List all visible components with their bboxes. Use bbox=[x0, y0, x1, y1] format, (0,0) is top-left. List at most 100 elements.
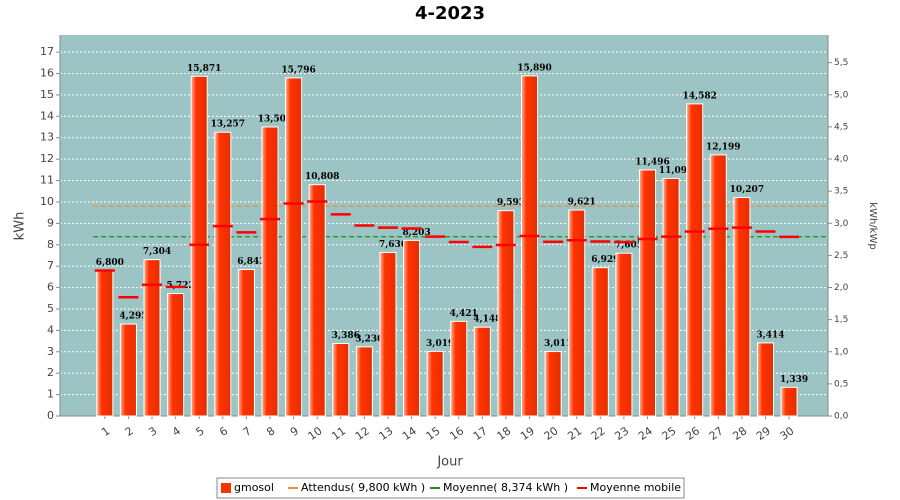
y2-tick-label: 1,5 bbox=[834, 315, 848, 325]
y2-tick-label: 1,0 bbox=[834, 347, 849, 357]
y-tick-label: 1 bbox=[47, 388, 54, 401]
legend bbox=[216, 477, 685, 499]
y2-tick-label: 3,5 bbox=[834, 187, 848, 197]
value-label: 3,019 bbox=[426, 339, 454, 349]
y2-tick-label: 3,0 bbox=[834, 219, 849, 229]
value-label: 8,203 bbox=[402, 228, 430, 238]
y2-tick-label: 5,5 bbox=[834, 58, 848, 68]
value-label: 12,199 bbox=[706, 142, 740, 152]
y-tick-label: 12 bbox=[40, 152, 54, 165]
bar bbox=[119, 323, 137, 417]
value-label: 13,257 bbox=[211, 120, 245, 130]
bar bbox=[403, 239, 421, 417]
y-tick-label: 7 bbox=[47, 259, 54, 272]
bar bbox=[544, 351, 562, 417]
bar bbox=[379, 252, 397, 417]
value-label: 6,929 bbox=[591, 255, 619, 265]
value-label: 9,621 bbox=[568, 198, 596, 208]
bar bbox=[261, 126, 279, 417]
y2-axis-label: kWh/kWp bbox=[867, 202, 878, 249]
value-label: 7,636 bbox=[379, 240, 407, 250]
value-label: 3,230 bbox=[355, 334, 383, 344]
value-label: 10,207 bbox=[730, 185, 764, 195]
y-tick-label: 11 bbox=[40, 174, 54, 187]
value-label: 15,871 bbox=[187, 64, 221, 74]
bar bbox=[96, 269, 114, 417]
value-label: 3,386 bbox=[332, 331, 360, 341]
bar bbox=[615, 252, 633, 417]
bar bbox=[237, 269, 255, 417]
value-label: 11,097 bbox=[659, 166, 693, 176]
bar bbox=[190, 75, 208, 417]
bar bbox=[591, 267, 609, 417]
value-label: 4,295 bbox=[119, 312, 147, 322]
bar bbox=[686, 103, 704, 417]
bar bbox=[214, 131, 232, 417]
value-label: 4,421 bbox=[450, 309, 478, 319]
y-axis-label: kWh bbox=[13, 212, 28, 241]
legend-label: Attendus( 9,800 kWh ) bbox=[301, 481, 425, 494]
bar bbox=[756, 342, 774, 417]
bar bbox=[473, 326, 491, 417]
value-label: 15,890 bbox=[517, 63, 551, 73]
value-label: 7,605 bbox=[615, 241, 643, 251]
bar bbox=[308, 184, 326, 417]
value-label: 4,148 bbox=[473, 315, 501, 325]
bar bbox=[709, 154, 727, 417]
y2-tick-label: 2,0 bbox=[834, 283, 849, 293]
bar bbox=[355, 346, 373, 417]
legend-label: Moyenne mobile bbox=[590, 481, 681, 494]
value-label: 10,808 bbox=[305, 172, 339, 182]
y-tick-label: 0 bbox=[47, 409, 54, 422]
y-tick-label: 17 bbox=[40, 45, 54, 58]
value-label: 15,796 bbox=[281, 65, 315, 75]
x-axis-label: Jour bbox=[436, 455, 463, 470]
y2-tick-label: 4,0 bbox=[834, 155, 849, 165]
bar bbox=[780, 386, 798, 417]
value-label: 13,503 bbox=[258, 114, 292, 124]
bar bbox=[167, 293, 185, 417]
y-tick-label: 5 bbox=[47, 302, 54, 315]
bar bbox=[638, 169, 657, 417]
y2-tick-label: 0,0 bbox=[834, 412, 849, 422]
bar bbox=[332, 343, 350, 417]
y-tick-label: 3 bbox=[47, 345, 54, 358]
legend-label: Moyenne( 8,374 kWh ) bbox=[443, 481, 568, 494]
y-tick-label: 6 bbox=[47, 281, 54, 294]
y-tick-label: 14 bbox=[40, 109, 54, 122]
y-tick-label: 13 bbox=[40, 131, 54, 144]
y2-tick-label: 5,0 bbox=[834, 90, 849, 100]
y-tick-label: 8 bbox=[47, 238, 54, 251]
value-label: 3,011 bbox=[544, 339, 572, 349]
bar bbox=[497, 210, 515, 417]
bar bbox=[426, 350, 444, 417]
y-tick-label: 10 bbox=[40, 195, 54, 208]
bar bbox=[450, 320, 468, 417]
value-label: 6,800 bbox=[96, 258, 124, 268]
legend-swatch bbox=[221, 483, 231, 493]
y2-tick-label: 2,5 bbox=[834, 251, 848, 261]
y2-tick-label: 4,5 bbox=[834, 122, 848, 132]
bar bbox=[143, 259, 161, 417]
y2-tick-label: 0,5 bbox=[834, 379, 848, 389]
value-label: 14,582 bbox=[682, 91, 716, 101]
y-tick-label: 9 bbox=[47, 216, 54, 229]
bar bbox=[733, 197, 751, 417]
value-label: 3,414 bbox=[756, 330, 784, 340]
bar bbox=[662, 177, 680, 417]
value-label: 9,593 bbox=[497, 198, 525, 208]
value-label: 6,843 bbox=[237, 257, 265, 267]
y-tick-label: 4 bbox=[47, 323, 54, 336]
bar bbox=[285, 77, 303, 417]
value-label: 1,339 bbox=[780, 375, 808, 385]
value-label: 11,496 bbox=[635, 157, 669, 167]
y-tick-label: 15 bbox=[40, 88, 54, 101]
y-tick-label: 16 bbox=[40, 67, 54, 80]
bar bbox=[521, 75, 539, 417]
value-label: 7,304 bbox=[143, 247, 171, 257]
chart-title: 4-2023 bbox=[415, 3, 485, 24]
legend-label: gmosol bbox=[234, 481, 274, 494]
bar bbox=[568, 209, 586, 417]
y-tick-label: 2 bbox=[47, 366, 54, 379]
